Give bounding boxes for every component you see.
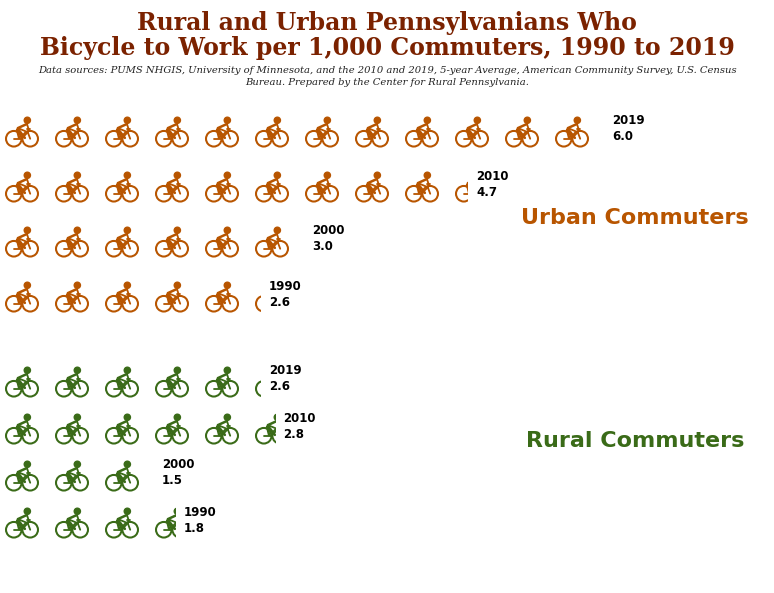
- Text: 2010: 2010: [476, 170, 509, 183]
- Circle shape: [24, 117, 30, 123]
- Text: Rural and Urban Pennsylvanians Who: Rural and Urban Pennsylvanians Who: [137, 11, 637, 35]
- Text: 2019: 2019: [269, 365, 302, 378]
- Circle shape: [24, 367, 30, 374]
- Text: Urban Commuters: Urban Commuters: [521, 208, 748, 228]
- Circle shape: [24, 414, 30, 420]
- Text: 2.8: 2.8: [283, 428, 305, 441]
- Text: 2.6: 2.6: [269, 295, 290, 308]
- Circle shape: [74, 414, 80, 420]
- Circle shape: [474, 117, 481, 123]
- Circle shape: [274, 117, 280, 123]
- Circle shape: [74, 117, 80, 123]
- Circle shape: [24, 227, 30, 234]
- Circle shape: [174, 282, 180, 288]
- Circle shape: [174, 367, 180, 374]
- Circle shape: [124, 414, 131, 420]
- Text: 2.6: 2.6: [269, 381, 290, 394]
- Text: 2000: 2000: [312, 225, 344, 238]
- Circle shape: [224, 117, 231, 123]
- Circle shape: [174, 172, 180, 178]
- Circle shape: [174, 508, 180, 514]
- Circle shape: [224, 414, 231, 420]
- Circle shape: [124, 117, 131, 123]
- Circle shape: [274, 282, 280, 288]
- Circle shape: [574, 117, 580, 123]
- Circle shape: [274, 414, 280, 420]
- Circle shape: [324, 172, 330, 178]
- Text: 1.8: 1.8: [183, 521, 204, 534]
- Circle shape: [324, 117, 330, 123]
- Text: Data sources: PUMS NHGIS, University of Minnesota, and the 2010 and 2019, 5-year: Data sources: PUMS NHGIS, University of …: [38, 66, 736, 87]
- Circle shape: [124, 282, 131, 288]
- Circle shape: [424, 117, 430, 123]
- Text: Bicycle to Work per 1,000 Commuters, 1990 to 2019: Bicycle to Work per 1,000 Commuters, 199…: [39, 36, 735, 60]
- Circle shape: [224, 282, 231, 288]
- Circle shape: [474, 172, 481, 178]
- Circle shape: [374, 172, 381, 178]
- Text: 2019: 2019: [612, 114, 645, 127]
- Circle shape: [124, 172, 131, 178]
- Circle shape: [524, 117, 530, 123]
- Circle shape: [174, 414, 180, 420]
- Circle shape: [224, 172, 231, 178]
- Circle shape: [224, 367, 231, 374]
- Circle shape: [74, 461, 80, 467]
- Circle shape: [124, 227, 131, 234]
- Text: 2000: 2000: [162, 458, 194, 471]
- Circle shape: [424, 172, 430, 178]
- Text: 6.0: 6.0: [612, 130, 633, 144]
- Circle shape: [174, 117, 180, 123]
- Circle shape: [24, 508, 30, 514]
- Text: 2010: 2010: [283, 412, 316, 425]
- Text: 1990: 1990: [183, 505, 217, 518]
- Circle shape: [224, 227, 231, 234]
- Circle shape: [124, 461, 131, 467]
- Text: 4.7: 4.7: [476, 186, 498, 199]
- Text: Rural Commuters: Rural Commuters: [526, 431, 744, 451]
- Circle shape: [24, 461, 30, 467]
- Circle shape: [74, 367, 80, 374]
- Circle shape: [274, 172, 280, 178]
- Circle shape: [24, 172, 30, 178]
- Circle shape: [374, 117, 381, 123]
- Circle shape: [274, 367, 280, 374]
- Circle shape: [74, 172, 80, 178]
- Circle shape: [274, 227, 280, 234]
- Text: 3.0: 3.0: [312, 241, 333, 253]
- Circle shape: [124, 508, 131, 514]
- Circle shape: [24, 282, 30, 288]
- Circle shape: [174, 227, 180, 234]
- Circle shape: [74, 508, 80, 514]
- Text: 1.5: 1.5: [162, 474, 183, 487]
- Circle shape: [124, 367, 131, 374]
- Circle shape: [74, 282, 80, 288]
- Circle shape: [74, 227, 80, 234]
- Text: 1990: 1990: [269, 279, 302, 292]
